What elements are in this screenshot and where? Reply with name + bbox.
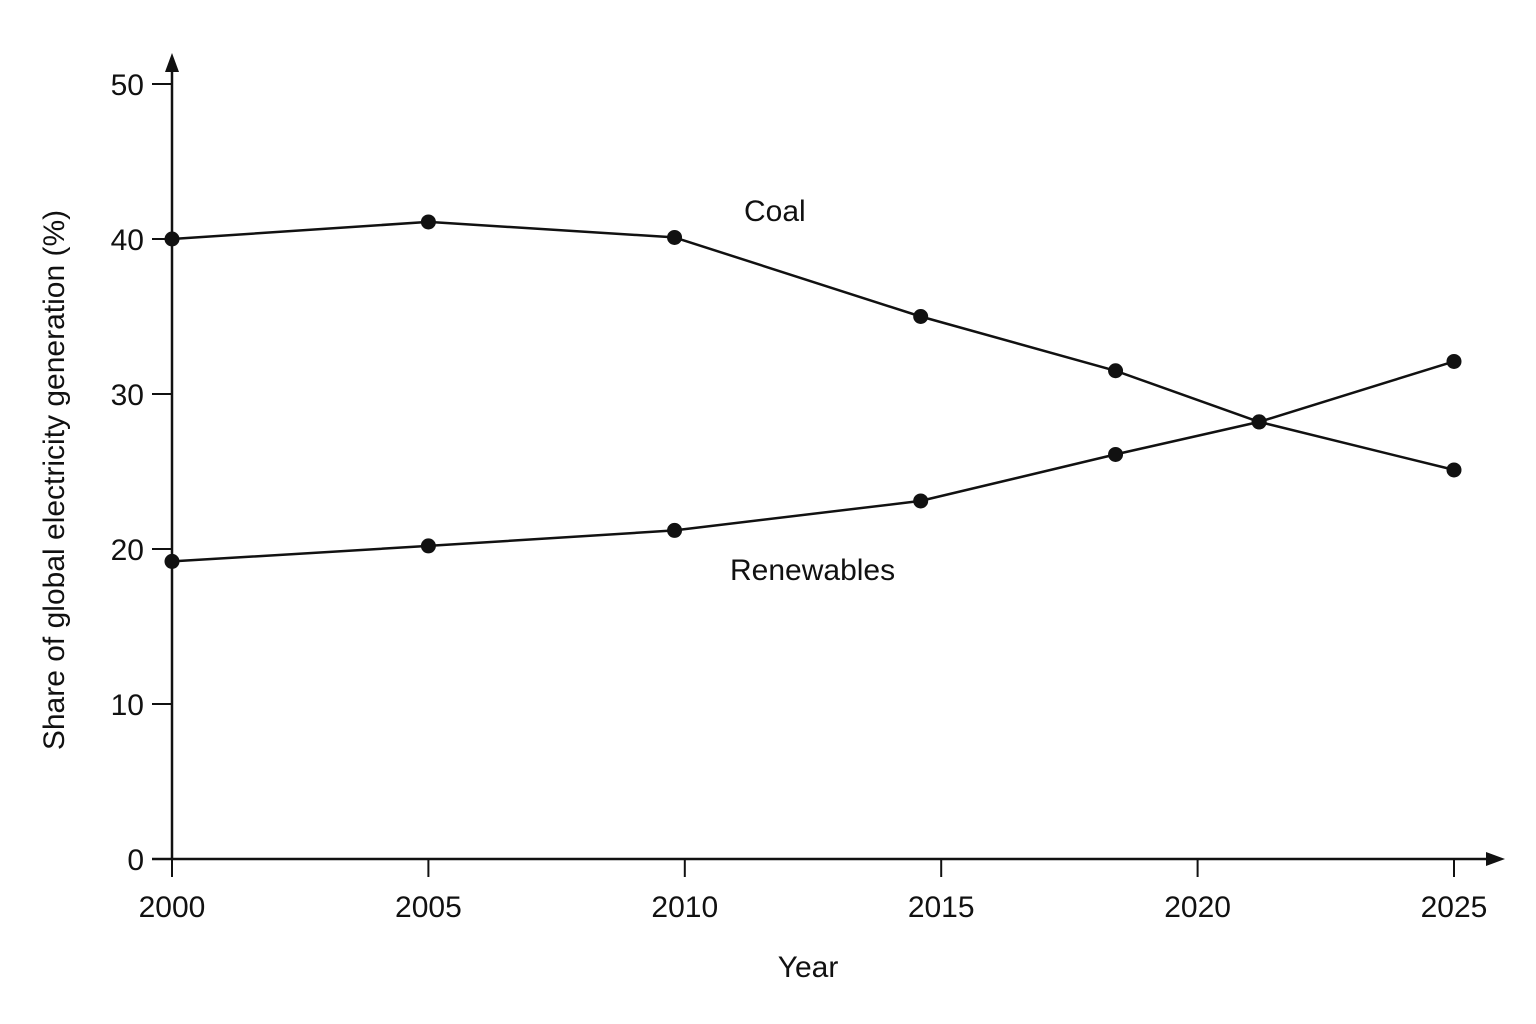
series-layer bbox=[164, 214, 1462, 569]
x-tick-label: 2025 bbox=[1421, 891, 1488, 924]
data-point-renewables bbox=[420, 538, 436, 554]
x-tick-label: 2020 bbox=[1164, 891, 1231, 924]
x-tick-label: 2010 bbox=[651, 891, 718, 924]
y-tick-label: 10 bbox=[111, 689, 144, 722]
data-point-renewables bbox=[1251, 414, 1267, 430]
y-tick-label: 30 bbox=[111, 379, 144, 412]
x-tick-label: 2015 bbox=[908, 891, 975, 924]
x-axis-arrow bbox=[1486, 852, 1505, 866]
y-axis-title: Share of global electricity generation (… bbox=[38, 210, 71, 750]
data-point-renewables bbox=[667, 522, 683, 538]
data-point-renewables bbox=[164, 553, 180, 569]
data-point-coal bbox=[420, 214, 436, 230]
x-axis-title: Year bbox=[778, 951, 839, 984]
x-tick-label: 2005 bbox=[395, 891, 462, 924]
series-line-renewables bbox=[171, 360, 1455, 563]
data-point-coal bbox=[1108, 363, 1124, 379]
y-tick-label: 0 bbox=[127, 844, 144, 877]
data-point-renewables bbox=[1108, 446, 1124, 462]
data-point-renewables bbox=[1446, 353, 1462, 369]
series-label-coal: Coal bbox=[744, 195, 806, 228]
x-tick-label: 2000 bbox=[139, 891, 206, 924]
data-point-coal bbox=[164, 231, 180, 247]
axes: 0 10 20 30 40 50 2000 2005 2010 2015 2020 2025 bbox=[111, 53, 1505, 924]
data-point-coal bbox=[1446, 462, 1462, 478]
data-point-coal bbox=[667, 229, 683, 245]
data-point-coal bbox=[913, 309, 929, 324]
series-label-renewables: Renewables bbox=[730, 554, 895, 587]
y-tick-label: 50 bbox=[111, 69, 144, 102]
data-point-renewables bbox=[913, 493, 929, 509]
y-tick-label: 40 bbox=[111, 224, 144, 257]
series-line-coal bbox=[171, 220, 1455, 472]
y-axis-arrow bbox=[165, 53, 179, 72]
y-tick-label: 20 bbox=[111, 534, 144, 567]
